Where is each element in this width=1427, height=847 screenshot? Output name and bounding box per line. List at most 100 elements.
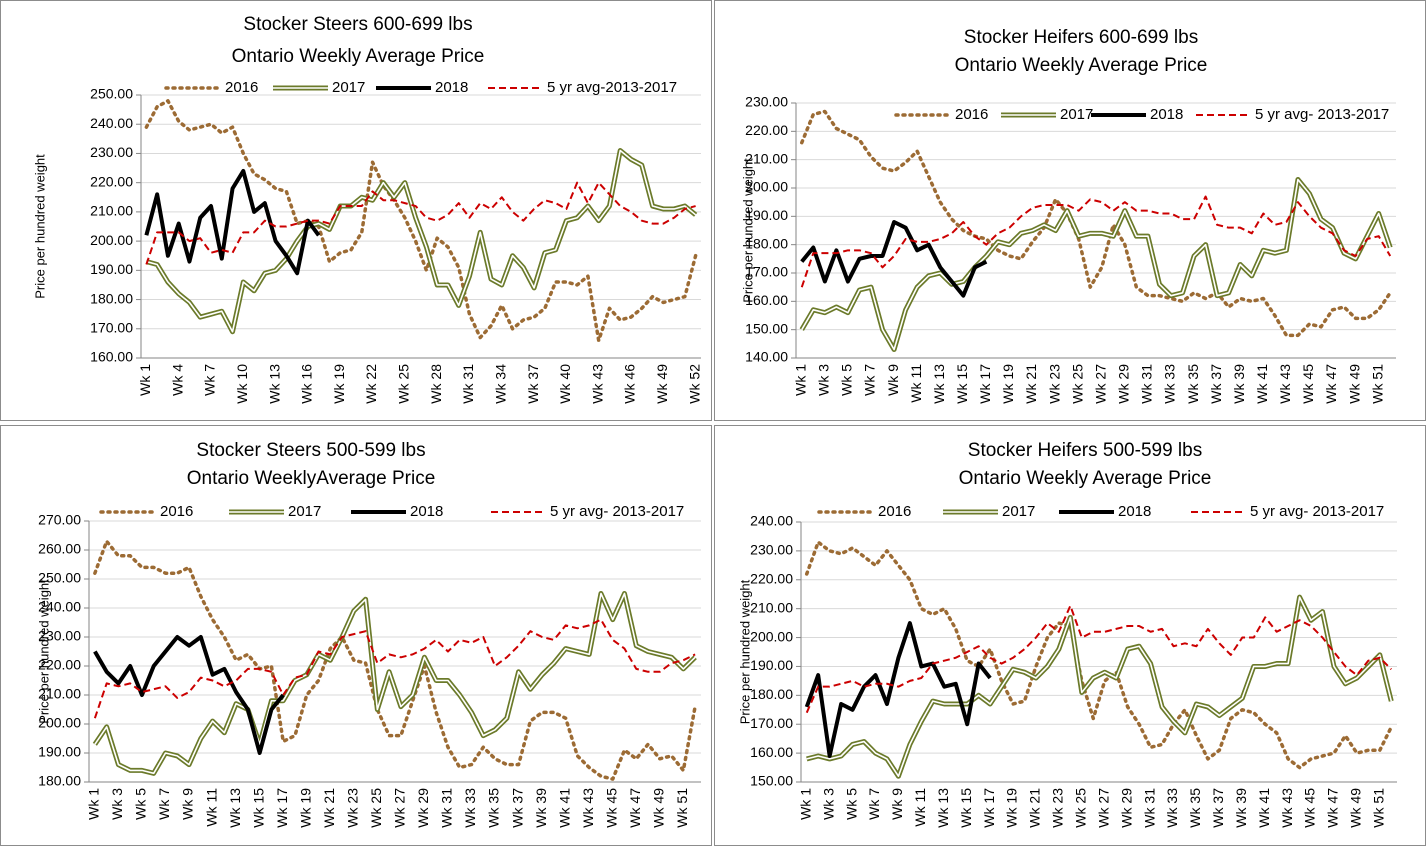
x-tick-label: Wk 19 bbox=[331, 364, 347, 404]
x-tick-label: Wk 31 bbox=[1141, 788, 1157, 828]
series-line bbox=[93, 539, 697, 781]
x-tick-label: Wk 37 bbox=[509, 788, 525, 828]
x-tick-label: Wk 51 bbox=[1371, 788, 1387, 828]
x-tick-label: Wk 29 bbox=[1118, 788, 1134, 828]
chart: Stocker Steers 500-599 lbs Ontario Weekly… bbox=[36, 440, 701, 828]
chart-subtitle: Ontario WeeklyAverage Price bbox=[187, 468, 436, 489]
x-tick-label: Wk 34 bbox=[492, 364, 508, 404]
series-line bbox=[805, 604, 1392, 714]
x-tick-label: Wk 35 bbox=[1187, 788, 1203, 828]
x-tick-label: Wk 4 bbox=[169, 364, 185, 396]
x-tick-label: Wk 17 bbox=[977, 364, 993, 404]
x-tick-label: Wk 3 bbox=[820, 788, 836, 820]
x-tick-label: Wk 37 bbox=[1210, 788, 1226, 828]
y-tick-label: 160.00 bbox=[745, 292, 788, 308]
series-line bbox=[800, 220, 988, 298]
x-tick-label: Wk 11 bbox=[912, 788, 928, 827]
chart: Stocker Heifers 600-699 lbs Ontario Weekl… bbox=[740, 27, 1396, 404]
x-tick-label: Wk 33 bbox=[1162, 364, 1178, 404]
x-tick-label: Wk 22 bbox=[363, 364, 379, 404]
chart-panel: Stocker Heifers 600-699 lbs Ontario Weekl… bbox=[714, 0, 1426, 421]
x-tick-label: Wk 52 bbox=[686, 364, 702, 404]
y-tick-label: 230.00 bbox=[745, 94, 788, 110]
x-tick-label: Wk 13 bbox=[935, 788, 951, 828]
y-tick-label: 180.00 bbox=[750, 686, 793, 702]
y-tick-label: 150.00 bbox=[750, 773, 793, 789]
legend-label: 5 yr avg-2013-2017 bbox=[547, 79, 677, 96]
legend-label: 2017 bbox=[1060, 106, 1093, 123]
chart: Stocker Heifers 500-599 lbs Ontario Weekl… bbox=[737, 440, 1397, 828]
y-tick-label: 210.00 bbox=[38, 686, 81, 702]
y-tick-label: 190.00 bbox=[90, 261, 133, 277]
x-tick-label: Wk 27 bbox=[392, 788, 408, 828]
x-tick-label: Wk 37 bbox=[1208, 364, 1224, 404]
y-tick-label: 240.00 bbox=[750, 513, 793, 529]
x-tick-label: Wk 37 bbox=[525, 364, 541, 404]
series-line bbox=[145, 181, 696, 265]
y-axis-label: Price per hundred weight bbox=[32, 154, 47, 299]
y-tick-label: 170.00 bbox=[750, 715, 793, 731]
y-axis-label: Price per hundred weight bbox=[737, 579, 752, 724]
legend-label: 2016 bbox=[160, 503, 193, 520]
x-tick-label: Wk 13 bbox=[266, 364, 282, 404]
y-tick-label: 150.00 bbox=[745, 320, 788, 336]
x-tick-label: Wk 9 bbox=[885, 364, 901, 396]
x-tick-label: Wk 35 bbox=[1185, 364, 1201, 404]
x-tick-label: Wk 15 bbox=[958, 788, 974, 828]
x-tick-label: Wk 51 bbox=[1369, 364, 1385, 404]
x-tick-label: Wk 11 bbox=[203, 788, 219, 827]
x-tick-label: Wk 43 bbox=[1277, 364, 1293, 404]
series-line-inner bbox=[94, 592, 696, 775]
chart-title: Stocker Heifers 500-599 lbs bbox=[968, 440, 1202, 461]
x-tick-label: Wk 17 bbox=[274, 788, 290, 828]
series-line bbox=[144, 168, 321, 276]
x-tick-label: Wk 49 bbox=[651, 788, 667, 828]
chart-subtitle: Ontario Weekly Average Price bbox=[959, 468, 1212, 489]
x-tick-label: Wk 17 bbox=[981, 788, 997, 828]
x-tick-label: Wk 41 bbox=[1256, 788, 1272, 828]
x-tick-label: Wk 39 bbox=[533, 788, 549, 828]
x-tick-label: Wk 45 bbox=[603, 788, 619, 828]
x-tick-label: Wk 23 bbox=[345, 788, 361, 828]
x-tick-label: Wk 27 bbox=[1095, 788, 1111, 828]
y-tick-label: 260.00 bbox=[38, 541, 81, 557]
x-tick-label: Wk 19 bbox=[297, 788, 313, 828]
x-tick-label: Wk 23 bbox=[1050, 788, 1066, 828]
x-tick-label: Wk 49 bbox=[654, 364, 670, 404]
x-tick-label: Wk 7 bbox=[862, 364, 878, 396]
y-tick-label: 220.00 bbox=[750, 570, 793, 586]
series-line bbox=[144, 99, 698, 343]
legend-label: 2018 bbox=[1150, 106, 1183, 123]
legend-label: 5 yr avg- 2013-2017 bbox=[550, 503, 684, 520]
series-line-inner bbox=[806, 596, 1393, 778]
x-tick-label: Wk 33 bbox=[1164, 788, 1180, 828]
legend-label: 2018 bbox=[435, 79, 468, 96]
x-tick-label: Wk 1 bbox=[792, 364, 808, 396]
x-tick-label: Wk 47 bbox=[1323, 364, 1339, 404]
series-line bbox=[804, 621, 992, 758]
series-line bbox=[804, 540, 1394, 770]
x-tick-label: Wk 46 bbox=[622, 364, 638, 404]
x-tick-label: Wk 3 bbox=[816, 364, 832, 396]
x-tick-label: Wk 51 bbox=[674, 788, 690, 828]
x-tick-label: Wk 7 bbox=[156, 788, 172, 820]
x-tick-label: Wk 23 bbox=[1046, 364, 1062, 404]
x-tick-label: Wk 19 bbox=[1000, 364, 1016, 404]
y-tick-label: 220.00 bbox=[90, 173, 133, 189]
y-tick-label: 190.00 bbox=[745, 207, 788, 223]
x-tick-label: Wk 9 bbox=[889, 788, 905, 820]
series-line bbox=[799, 177, 1393, 352]
y-tick-label: 160.00 bbox=[90, 349, 133, 365]
y-tick-label: 200.00 bbox=[38, 715, 81, 731]
y-tick-label: 180.00 bbox=[90, 290, 133, 306]
x-tick-label: Wk 33 bbox=[462, 788, 478, 828]
x-tick-label: Wk 47 bbox=[627, 788, 643, 828]
legend-label: 2016 bbox=[955, 106, 988, 123]
y-tick-label: 200.00 bbox=[745, 179, 788, 195]
x-tick-label: Wk 9 bbox=[180, 788, 196, 820]
x-tick-label: Wk 3 bbox=[109, 788, 125, 820]
legend-label: 5 yr avg- 2013-2017 bbox=[1250, 503, 1384, 520]
x-tick-label: Wk 39 bbox=[1231, 364, 1247, 404]
legend-label: 2018 bbox=[1118, 503, 1151, 520]
